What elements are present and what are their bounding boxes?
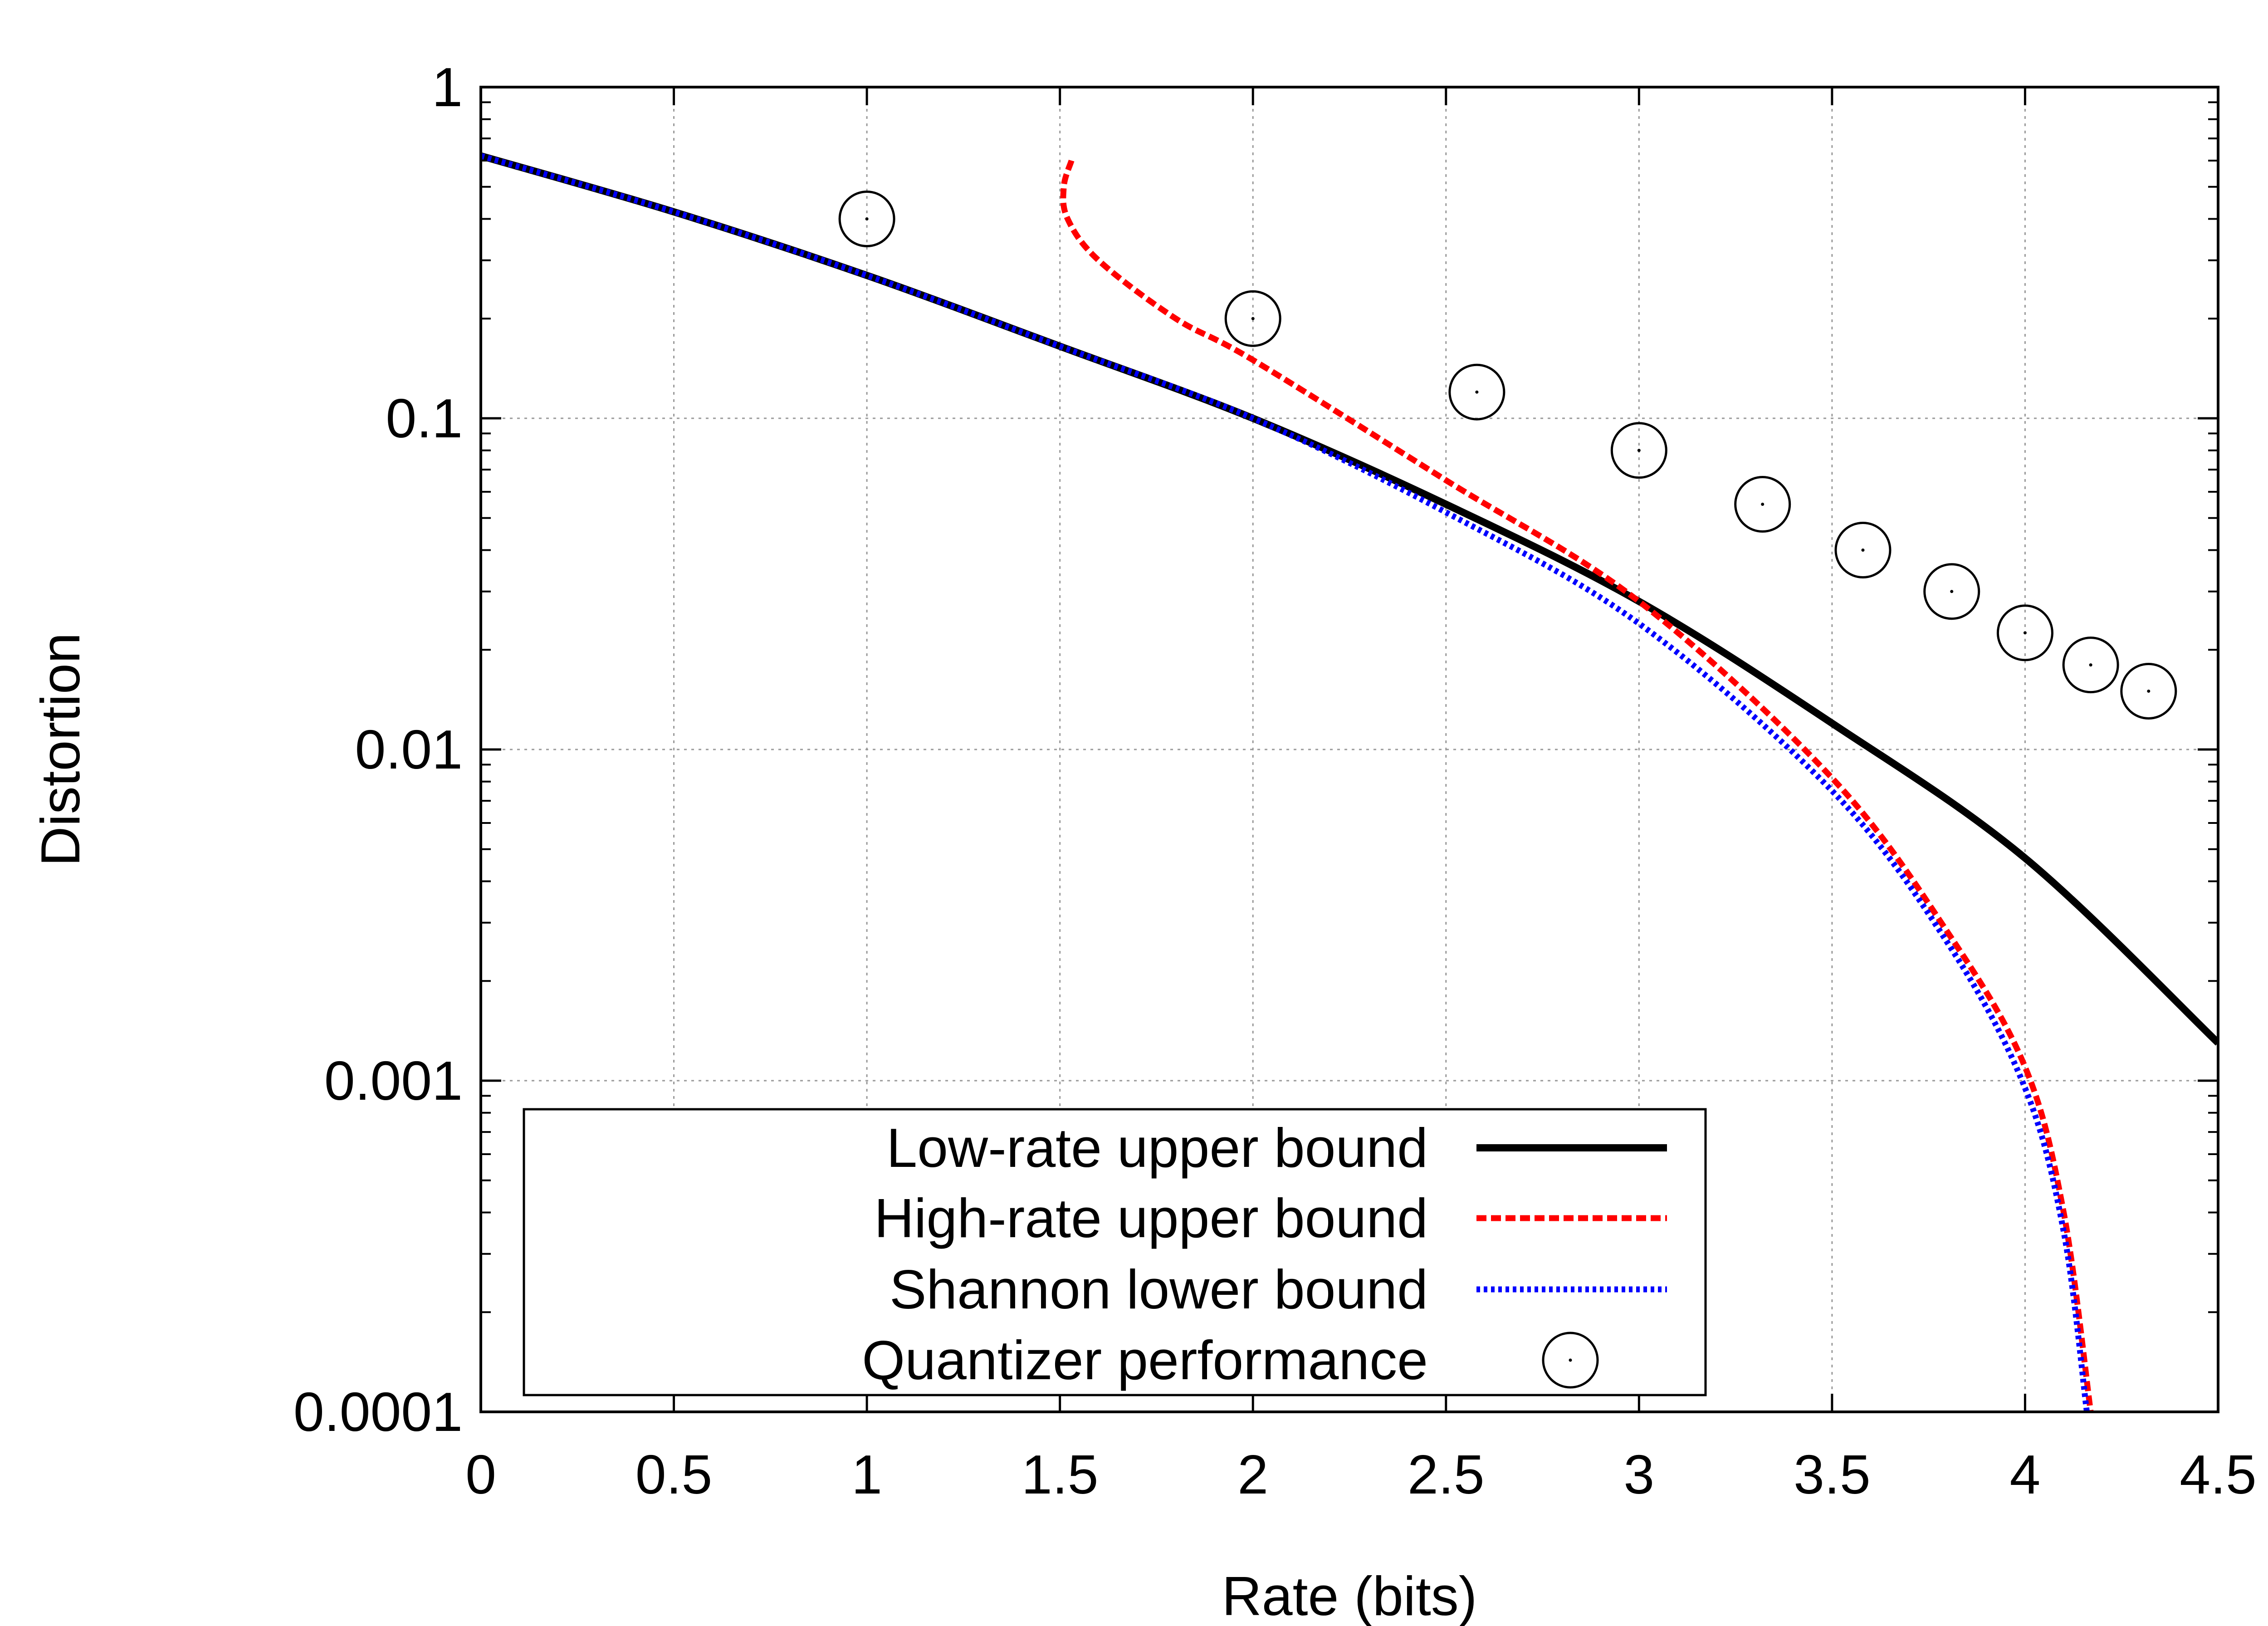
legend: Low-rate upper bound High-rate upper bou… bbox=[523, 1108, 1707, 1396]
quantizer-point bbox=[1734, 476, 1791, 533]
legend-label-low-rate: Low-rate upper bound bbox=[886, 1117, 1428, 1179]
quantizer-point-center bbox=[1475, 390, 1479, 394]
quantizer-point bbox=[2062, 637, 2119, 694]
quantizer-point bbox=[838, 190, 895, 247]
x-tick-labels: 0 0.5 1 1.5 2 2.5 3 3.5 4 4.5 bbox=[465, 1444, 2257, 1505]
x-tick-label: 0 bbox=[465, 1444, 496, 1505]
x-tick-label: 1.5 bbox=[1022, 1444, 1099, 1505]
quantizer-point bbox=[2120, 662, 2177, 720]
legend-swatch-quantizer-performance bbox=[1542, 1332, 1599, 1389]
quantizer-point bbox=[1610, 422, 1667, 479]
quantizer-point-center bbox=[1950, 590, 1954, 593]
series-line-shannon-lower-bound bbox=[481, 153, 2090, 1412]
quantizer-point-center bbox=[2023, 631, 2027, 635]
x-tick-label: 4 bbox=[2010, 1444, 2041, 1505]
quantizer-point-center bbox=[1861, 548, 1865, 552]
x-tick-label: 0.5 bbox=[635, 1444, 713, 1505]
x-tick-label: 3.5 bbox=[1794, 1444, 1871, 1505]
quantizer-point-center bbox=[1637, 449, 1641, 452]
quantizer-point-center bbox=[2147, 689, 2151, 693]
series-line-high-rate-upper-bound bbox=[1060, 159, 2094, 1412]
legend-label-high-rate: High-rate upper bound bbox=[874, 1187, 1428, 1249]
x-axis-title: Rate (bits) bbox=[1222, 1565, 1477, 1626]
y-axis-title: Distortion bbox=[29, 632, 91, 866]
x-tick-label: 3 bbox=[1623, 1444, 1654, 1505]
y-tick-label: 0.1 bbox=[386, 387, 463, 449]
x-tick-label: 2 bbox=[1237, 1444, 1268, 1505]
legend-swatch-center bbox=[1569, 1358, 1572, 1362]
quantizer-point-center bbox=[865, 217, 869, 220]
legend-label-shannon: Shannon lower bound bbox=[890, 1259, 1428, 1320]
quantizer-point-center bbox=[2089, 663, 2092, 667]
x-tick-label: 2.5 bbox=[1408, 1444, 1485, 1505]
y-tick-label: 0.01 bbox=[355, 719, 463, 780]
series-line-low-rate-upper-bound bbox=[481, 152, 2218, 1046]
y-tick-labels: 0.0001 0.001 0.01 0.1 1 bbox=[293, 56, 463, 1443]
quantizer-point-center bbox=[1761, 503, 1765, 506]
plot-area bbox=[481, 152, 2218, 1412]
quantizer-point bbox=[1224, 290, 1281, 347]
quantizer-point bbox=[1996, 604, 2053, 661]
quantizer-point bbox=[1448, 363, 1505, 421]
quantizer-point-center bbox=[1251, 317, 1255, 320]
y-tick-label: 0.001 bbox=[324, 1050, 463, 1112]
legend-box bbox=[523, 1108, 1707, 1396]
x-tick-label: 4.5 bbox=[2180, 1444, 2257, 1505]
plot-frame bbox=[479, 86, 2219, 1413]
legend-swatches bbox=[1476, 1144, 1667, 1389]
x-tick-label: 1 bbox=[851, 1444, 882, 1505]
legend-label-quantizer: Quantizer performance bbox=[862, 1329, 1428, 1391]
y-tick-label: 0.0001 bbox=[293, 1381, 463, 1443]
quantizer-point bbox=[1834, 521, 1892, 578]
quantizer-point bbox=[1923, 563, 1980, 620]
y-tick-label: 1 bbox=[432, 56, 463, 118]
